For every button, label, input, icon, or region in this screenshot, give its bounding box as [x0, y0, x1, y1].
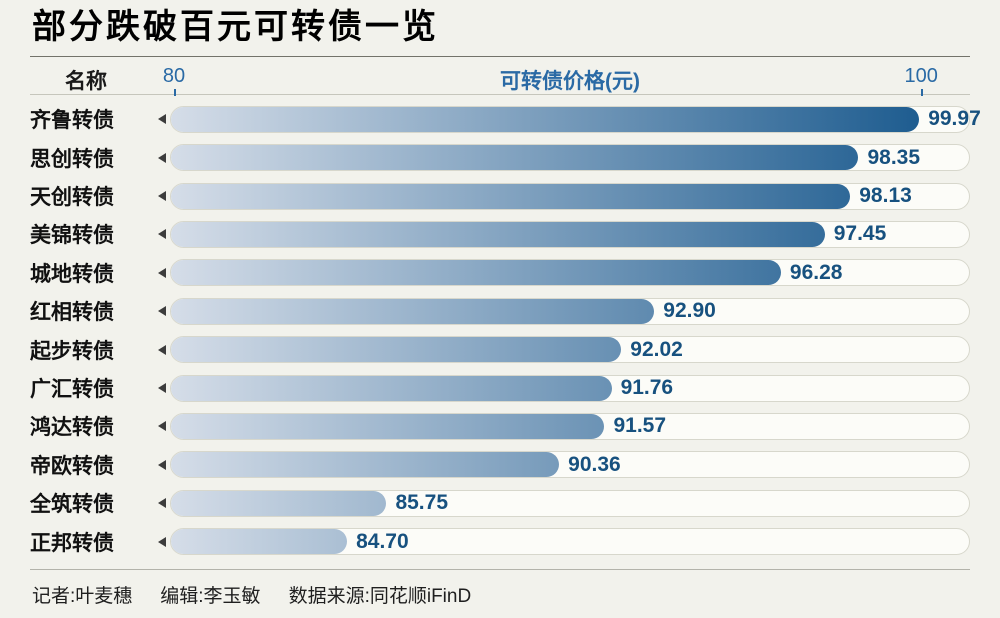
bond-name: 帝欧转债 — [30, 454, 114, 478]
bar-track: 98.35 — [170, 144, 970, 172]
left-triangle-icon — [158, 459, 166, 470]
bar-value-label: 84.70 — [356, 529, 409, 553]
bar-track: 92.90 — [170, 297, 970, 325]
row-marker-cell — [142, 267, 170, 278]
bond-name: 齐鲁转债 — [30, 109, 114, 133]
bond-name: 起步转债 — [30, 339, 114, 363]
left-triangle-icon — [158, 114, 166, 125]
bar-value-label: 98.13 — [859, 184, 912, 208]
bond-name: 天创转债 — [30, 186, 114, 210]
axis-header: 80 可转债价格(元) 100 — [163, 65, 970, 97]
left-triangle-icon — [158, 421, 166, 432]
bar-fill — [171, 452, 560, 478]
bar-fill — [171, 375, 612, 401]
chart-row: 天创转债 98.13 — [30, 177, 970, 215]
row-marker-cell — [142, 152, 170, 163]
footer-credits: 记者:叶麦穗 编辑:李玉敏 数据来源:同花顺iFinD — [30, 568, 970, 608]
bar-track: 98.13 — [170, 182, 970, 210]
bar-fill — [171, 413, 605, 439]
bond-name: 正邦转债 — [30, 531, 114, 555]
chart-row: 鸿达转债 91.57 — [30, 407, 970, 445]
bar-track: 90.36 — [170, 451, 970, 479]
bar-value-label: 99.97 — [928, 107, 981, 131]
bar-value-label: 97.45 — [833, 222, 887, 246]
bar-track: 99.97 — [170, 105, 981, 133]
left-triangle-icon — [158, 267, 166, 278]
row-marker-cell — [142, 536, 170, 547]
left-triangle-icon — [158, 306, 166, 317]
chart-row: 正邦转债 84.70 — [30, 522, 970, 560]
chart-row: 美锦转债 97.45 — [30, 215, 970, 253]
bar-value-label: 91.76 — [620, 376, 674, 400]
chart-row: 帝欧转债 90.36 — [30, 446, 970, 484]
left-triangle-icon — [158, 536, 166, 547]
row-marker-cell — [142, 306, 170, 317]
bond-name: 城地转债 — [30, 262, 114, 286]
row-marker-cell — [142, 383, 170, 394]
bar-value-label: 98.35 — [867, 145, 921, 169]
bar-fill — [171, 490, 387, 516]
chart-row: 红相转债 92.90 — [30, 292, 970, 330]
left-triangle-icon — [158, 498, 166, 509]
bar-track: 91.76 — [170, 374, 970, 402]
bar-track: 96.28 — [170, 259, 970, 287]
row-marker-cell — [142, 459, 170, 470]
bar-value-label: 85.75 — [395, 491, 449, 515]
row-marker-cell — [142, 114, 170, 125]
bar-value-label: 91.57 — [613, 414, 667, 438]
chart-row: 起步转债 92.02 — [30, 330, 970, 368]
page-title: 部分跌破百元可转债一览 — [30, 6, 970, 58]
bar-track: 91.57 — [170, 412, 970, 440]
bar-track: 84.70 — [170, 528, 970, 556]
axis-min-tick-icon — [174, 89, 176, 97]
bar-value-label: 96.28 — [789, 260, 843, 284]
bar-fill — [171, 145, 859, 171]
bond-name: 美锦转债 — [30, 224, 114, 248]
bar-value-label: 92.90 — [663, 299, 716, 323]
chart-row: 城地转债 96.28 — [30, 254, 970, 292]
bar-value-label: 92.02 — [630, 337, 683, 361]
row-marker-cell — [142, 498, 170, 509]
row-marker-cell — [142, 229, 170, 240]
chart-header: 名称 80 可转债价格(元) 100 — [30, 57, 970, 97]
chart-row: 广汇转债 91.76 — [30, 369, 970, 407]
bar-fill — [171, 106, 920, 132]
footer-editor: 编辑:李玉敏 — [160, 585, 261, 607]
bar-track: 97.45 — [170, 220, 970, 248]
row-marker-cell — [142, 421, 170, 432]
axis-max-tick-icon — [921, 89, 924, 97]
name-column-header: 名称 — [65, 70, 107, 94]
bond-name: 全筑转债 — [30, 493, 114, 517]
bar-track: 92.02 — [170, 336, 970, 364]
left-triangle-icon — [158, 383, 166, 394]
bar-fill — [171, 298, 655, 324]
bar-fill — [171, 529, 348, 555]
left-triangle-icon — [158, 344, 166, 355]
chart-rows: 齐鲁转债 99.97 思创转债 98.35 天创转债 98.13 美锦转债 — [30, 95, 981, 561]
chart-row: 思创转债 98.35 — [30, 138, 970, 176]
row-marker-cell — [142, 344, 170, 355]
axis-title-label: 可转债价格(元) — [500, 70, 640, 94]
bar-fill — [171, 260, 781, 286]
left-triangle-icon — [158, 152, 166, 163]
bond-name: 鸿达转债 — [30, 416, 114, 440]
bond-name: 红相转债 — [30, 301, 114, 325]
footer-reporter: 记者:叶麦穗 — [32, 585, 133, 607]
bar-fill — [171, 183, 851, 209]
bond-name: 思创转债 — [30, 147, 114, 171]
axis-max-label: 100 — [904, 65, 938, 88]
bar-fill — [171, 221, 825, 247]
chart-row: 全筑转债 85.75 — [30, 484, 970, 522]
left-triangle-icon — [158, 191, 166, 202]
bar-fill — [171, 337, 622, 363]
footer-source: 数据来源:同花顺iFinD — [288, 585, 472, 607]
axis-min-label: 80 — [162, 65, 186, 88]
bond-name: 广汇转债 — [30, 378, 114, 402]
left-triangle-icon — [158, 229, 166, 240]
chart-row: 齐鲁转债 99.97 — [30, 100, 981, 138]
bar-value-label: 90.36 — [568, 452, 621, 476]
bar-track: 85.75 — [170, 489, 970, 517]
row-marker-cell — [142, 191, 170, 202]
